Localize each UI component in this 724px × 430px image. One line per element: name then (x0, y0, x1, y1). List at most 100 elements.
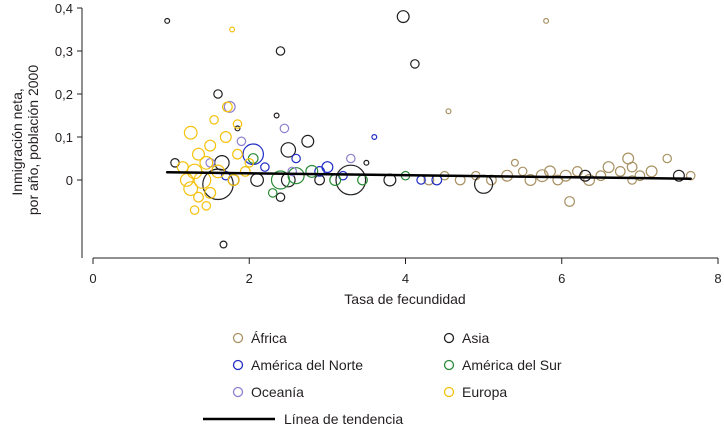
legend-label-trend: Línea de tendencia (284, 411, 403, 427)
point-africa (572, 165, 583, 177)
point-africa (595, 170, 607, 182)
legend-marker-asia (443, 332, 455, 344)
legend-marker-america-del-sur (443, 359, 455, 371)
point-africa (626, 161, 638, 173)
point-asia (672, 169, 685, 182)
point-africa (445, 108, 452, 115)
point-africa (662, 153, 672, 164)
point-africa (524, 174, 537, 187)
point-asia (250, 173, 265, 187)
point-america-del-norte (371, 134, 378, 141)
point-america-del-sur (287, 167, 305, 185)
x-tick-label: 2 (246, 271, 253, 286)
legend-item-oceania: Oceanía (232, 384, 304, 400)
point-africa (510, 158, 519, 167)
legend-marker-africa (232, 332, 244, 344)
point-oceania (345, 153, 356, 164)
legend-marker-oceania (232, 386, 244, 398)
y-tick-label: 0,2 (55, 87, 73, 102)
point-asia (280, 142, 297, 158)
y-axis-title: Inmigración neta, por año, población 200… (9, 65, 41, 215)
point-africa (564, 196, 575, 207)
point-america-del-sur (305, 164, 319, 178)
point-africa (627, 175, 637, 185)
x-axis-title: Tasa de fecundidad (344, 291, 465, 307)
point-africa (614, 165, 626, 177)
point-asia (275, 192, 286, 202)
point-oceania (223, 100, 236, 113)
y-tick-label: 0,3 (55, 44, 73, 59)
point-asia (335, 164, 367, 196)
legend-marker-america-del-norte (232, 359, 244, 371)
point-oceania (236, 136, 247, 147)
x-tick-label: 4 (402, 271, 409, 286)
point-europa (189, 205, 200, 215)
point-europa (232, 119, 243, 129)
x-tick-label: 8 (714, 271, 721, 286)
point-america-del-sur (267, 188, 278, 198)
point-america-del-norte (321, 161, 334, 174)
point-asia (213, 89, 223, 99)
legend-label-america-del-sur: América del Sur (462, 357, 562, 373)
point-africa (634, 170, 646, 182)
point-europa (232, 148, 243, 160)
legend-label-oceania: Oceanía (251, 384, 304, 400)
point-europa (201, 201, 212, 211)
point-europa (244, 158, 255, 168)
point-europa (179, 173, 194, 187)
legend-item-america-del-norte: América del Norte (232, 357, 363, 373)
point-asia (219, 240, 228, 249)
point-asia (579, 169, 592, 182)
y-axis-title-line-1: Inmigración neta, (9, 88, 25, 195)
legend-item-trend: Línea de tendencia (203, 411, 403, 427)
legend-label-europa: Europa (462, 384, 507, 400)
x-tick-label: 6 (558, 271, 565, 286)
point-europa (193, 191, 204, 203)
point-america-del-sur (329, 174, 342, 187)
point-europa (192, 147, 206, 161)
legend-marker-europa (443, 386, 455, 398)
point-asia (410, 59, 420, 69)
trend-line (165, 171, 692, 180)
x-axis-ticks: 0 2 4 6 8 (89, 258, 722, 286)
point-europa (183, 181, 199, 197)
point-asia (202, 168, 234, 201)
point-america-del-norte (260, 162, 270, 172)
point-africa (645, 165, 658, 178)
legend-label-america-del-norte: América del Norte (251, 357, 363, 373)
y-tick-label: 0 (66, 173, 73, 188)
x-tick-label: 0 (89, 271, 96, 286)
point-europa (211, 164, 225, 179)
point-europa (219, 131, 232, 144)
point-africa (517, 166, 528, 177)
legend-label-asia: Asia (462, 330, 489, 346)
legend-item-asia: Asia (443, 330, 489, 346)
point-europa (229, 26, 236, 33)
point-asia (275, 46, 286, 56)
point-europa (183, 125, 198, 140)
point-europa (239, 165, 251, 177)
point-asia (301, 134, 315, 148)
point-asia (234, 125, 241, 132)
point-europa (227, 174, 240, 187)
point-asia (363, 159, 370, 166)
point-asia (164, 17, 171, 24)
y-axis-ticks: 0 0,1 0,2 0,3 0,4 (55, 1, 82, 188)
legend-item-america-del-sur: América del Sur (443, 357, 562, 373)
point-asia (214, 155, 230, 171)
point-europa (199, 155, 214, 170)
point-oceania (287, 166, 297, 177)
point-europa (221, 101, 233, 113)
data-points (164, 10, 696, 249)
point-oceania (279, 123, 290, 134)
point-europa (204, 186, 217, 199)
legend-item-africa: África (232, 330, 287, 346)
legend-item-europa: Europa (443, 384, 507, 400)
point-asia (273, 112, 280, 119)
point-asia (396, 10, 410, 24)
point-europa (176, 161, 189, 174)
point-africa (543, 17, 550, 24)
point-africa (602, 161, 615, 174)
legend-label-africa: África (251, 330, 287, 346)
